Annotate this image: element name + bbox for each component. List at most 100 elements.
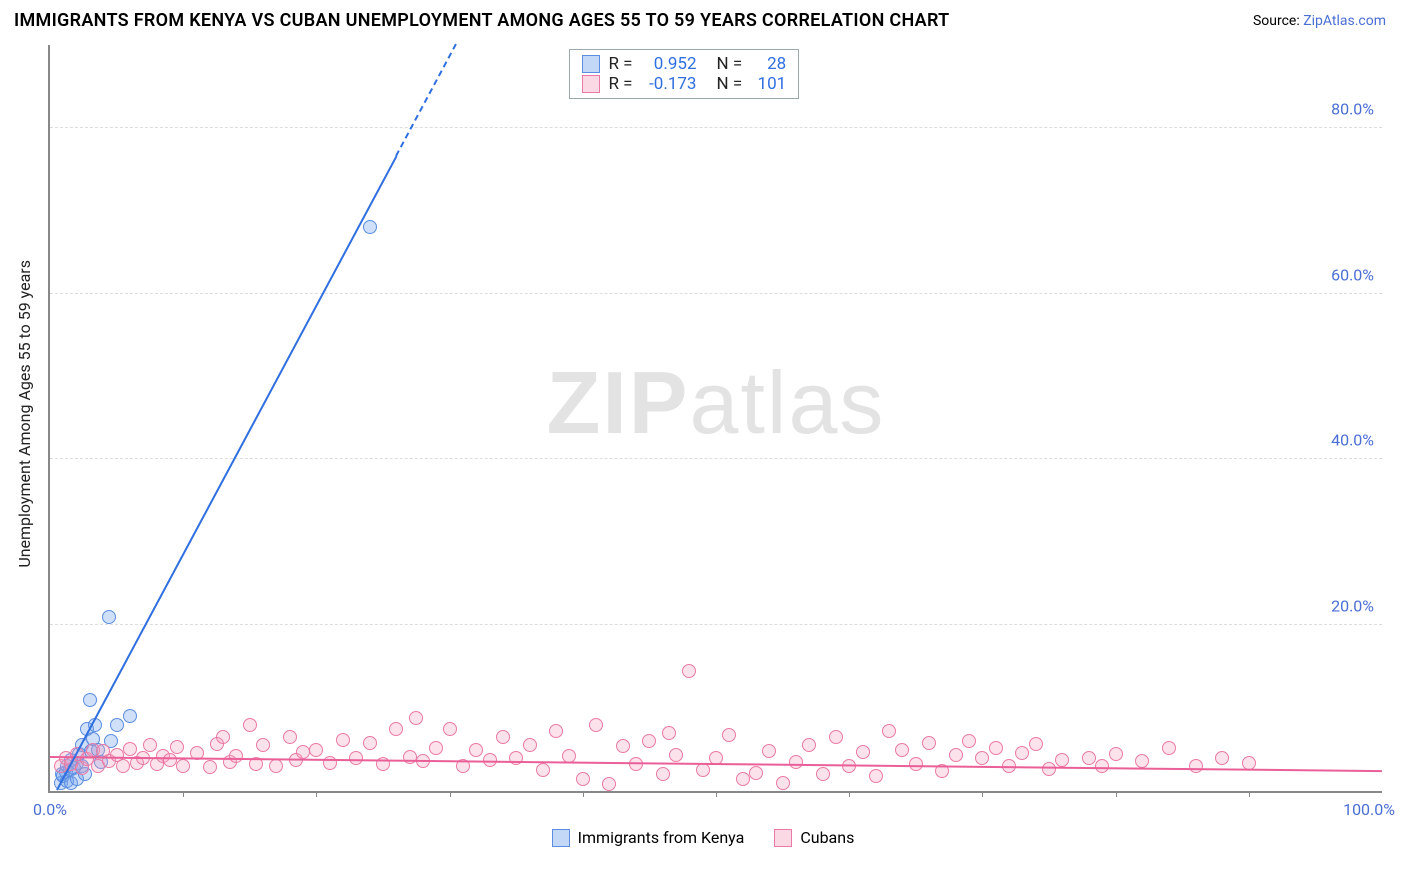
data-point — [789, 755, 803, 769]
data-point — [1189, 759, 1203, 773]
data-point — [269, 759, 283, 773]
legend-swatch-blue-icon — [552, 829, 570, 847]
data-point — [409, 711, 423, 725]
data-point — [669, 748, 683, 762]
watermark-right: atlas — [690, 353, 886, 452]
data-point — [102, 610, 116, 624]
stat-r-val-1: -0.173 — [641, 74, 697, 94]
data-point — [1015, 746, 1029, 760]
data-point — [336, 733, 350, 747]
data-point — [389, 722, 403, 736]
data-point — [962, 734, 976, 748]
regression-line — [56, 155, 397, 790]
swatch-blue-icon — [582, 55, 600, 73]
legend-swatch-pink-icon — [774, 829, 792, 847]
stat-n-val-0: 28 — [750, 54, 786, 74]
watermark: ZIPatlas — [547, 352, 886, 454]
data-point — [1162, 741, 1176, 755]
xtick-mark — [849, 791, 850, 797]
data-point — [656, 767, 670, 781]
data-point — [776, 776, 790, 790]
xtick-mark — [316, 791, 317, 797]
legend-item-0: Immigrants from Kenya — [552, 828, 745, 847]
data-point — [1029, 737, 1043, 751]
legend-label-1: Cubans — [800, 828, 854, 847]
stat-n-label-1: N = — [717, 74, 743, 94]
stat-n-val-1: 101 — [750, 74, 786, 94]
y-axis-label: Unemployment Among Ages 55 to 59 years — [15, 260, 34, 568]
ytick-label: 40.0% — [1331, 431, 1374, 450]
data-point — [856, 745, 870, 759]
data-point — [229, 749, 243, 763]
data-point — [869, 769, 883, 783]
chart-title: IMMIGRANTS FROM KENYA VS CUBAN UNEMPLOYM… — [14, 10, 950, 31]
gridline-h — [50, 127, 1382, 128]
data-point — [110, 718, 124, 732]
data-point — [256, 738, 270, 752]
data-point — [762, 744, 776, 758]
source-prefix: Source: — [1253, 13, 1303, 29]
data-point — [496, 730, 510, 744]
data-point — [1082, 751, 1096, 765]
data-point — [922, 736, 936, 750]
ytick-label: 20.0% — [1331, 597, 1374, 616]
bottom-legend: Immigrants from Kenya Cubans — [0, 828, 1406, 847]
data-point — [216, 730, 230, 744]
data-point — [589, 718, 603, 732]
xtick-mark — [183, 791, 184, 797]
data-point — [642, 734, 656, 748]
chart-wrap: Unemployment Among Ages 55 to 59 years Z… — [0, 35, 1406, 865]
data-point — [523, 738, 537, 752]
data-point — [1215, 751, 1229, 765]
data-point — [749, 766, 763, 780]
data-point — [802, 738, 816, 752]
data-point — [829, 730, 843, 744]
data-point — [895, 743, 909, 757]
swatch-pink-icon — [582, 75, 600, 93]
legend-item-1: Cubans — [774, 828, 854, 847]
data-point — [736, 772, 750, 786]
data-point — [429, 741, 443, 755]
xtick-mark — [982, 791, 983, 797]
data-point — [443, 722, 457, 736]
data-point — [949, 748, 963, 762]
stat-r-val-0: 0.952 — [641, 54, 697, 74]
regression-line — [395, 44, 457, 157]
plot-area: ZIPatlas R = 0.952 N = 28 R = -0.173 N =… — [48, 45, 1382, 793]
data-point — [629, 757, 643, 771]
data-point — [203, 760, 217, 774]
data-point — [123, 742, 137, 756]
source-link[interactable]: ZipAtlas.com — [1303, 13, 1386, 29]
watermark-left: ZIP — [547, 353, 690, 452]
data-point — [602, 777, 616, 791]
data-point — [243, 718, 257, 732]
data-point — [682, 664, 696, 678]
gridline-h — [50, 458, 1382, 459]
data-point — [469, 743, 483, 757]
title-bar: IMMIGRANTS FROM KENYA VS CUBAN UNEMPLOYM… — [0, 0, 1406, 35]
gridline-h — [50, 624, 1382, 625]
data-point — [116, 759, 130, 773]
data-point — [403, 750, 417, 764]
xtick-mark — [1249, 791, 1250, 797]
legend-stats-row-1: R = -0.173 N = 101 — [582, 74, 786, 94]
data-point — [722, 728, 736, 742]
data-point — [176, 759, 190, 773]
legend-stats-row-0: R = 0.952 N = 28 — [582, 54, 786, 74]
data-point — [170, 740, 184, 754]
data-point — [363, 736, 377, 750]
legend-stats: R = 0.952 N = 28 R = -0.173 N = 101 — [569, 49, 799, 99]
y-axis-label-wrap: Unemployment Among Ages 55 to 59 years — [0, 35, 48, 793]
data-point — [882, 724, 896, 738]
data-point — [696, 763, 710, 777]
data-point — [349, 751, 363, 765]
data-point — [123, 709, 137, 723]
chart-container: IMMIGRANTS FROM KENYA VS CUBAN UNEMPLOYM… — [0, 0, 1406, 892]
data-point — [363, 220, 377, 234]
stat-r-label-0: R = — [608, 54, 632, 74]
xtick-0: 0.0% — [33, 800, 67, 819]
xtick-mark — [450, 791, 451, 797]
data-point — [1135, 754, 1149, 768]
data-point — [536, 763, 550, 777]
data-point — [576, 772, 590, 786]
